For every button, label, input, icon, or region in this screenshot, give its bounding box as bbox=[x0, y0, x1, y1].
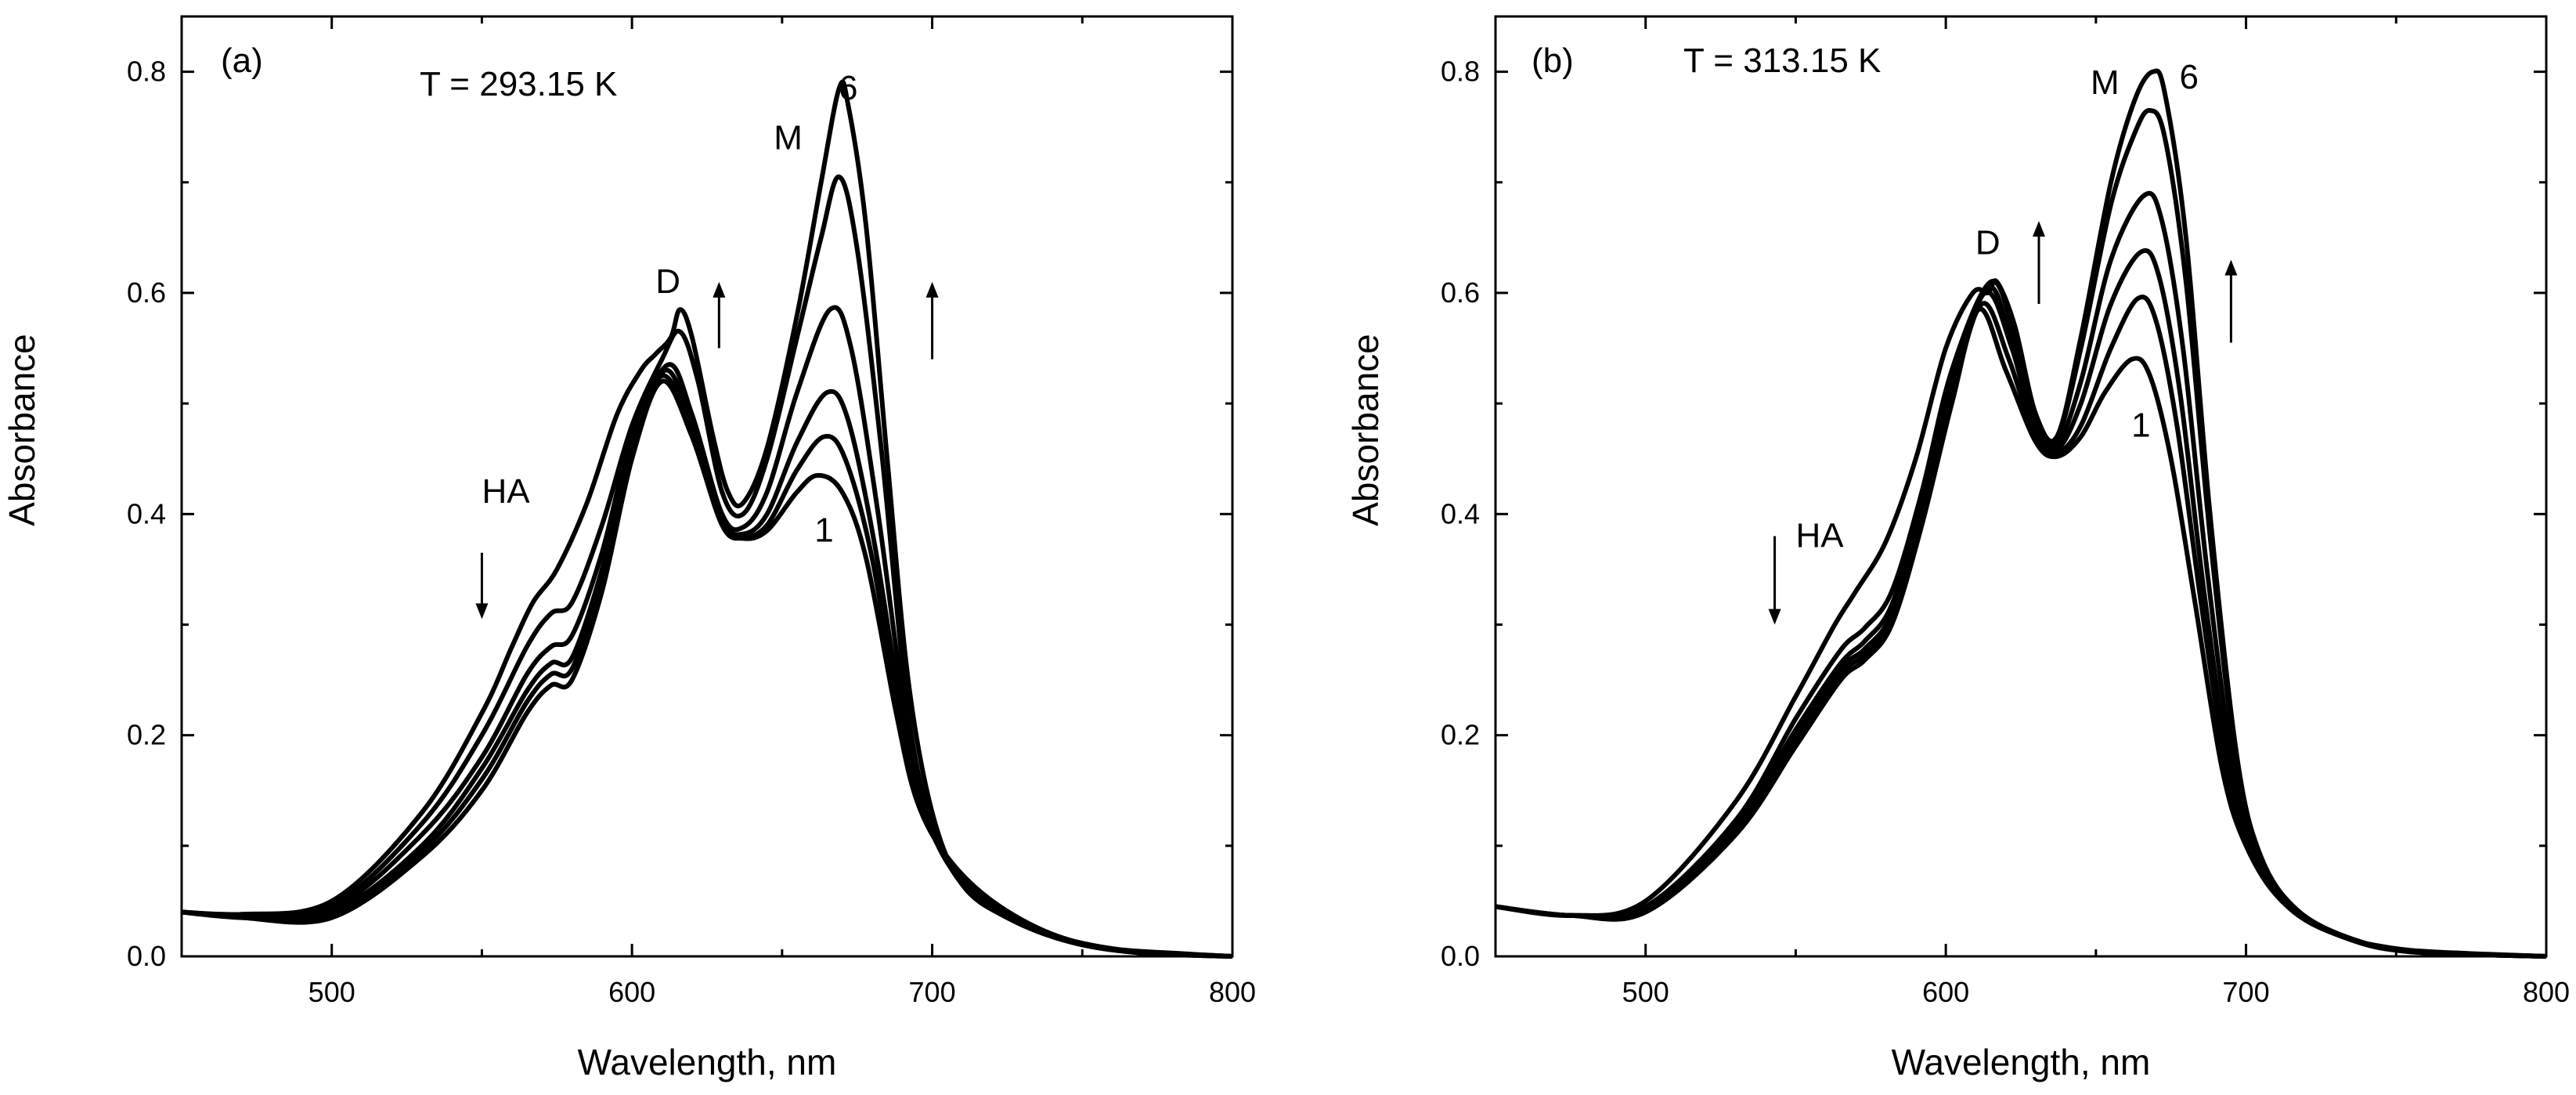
arrow-down bbox=[1768, 536, 1781, 625]
annotation-label: HA bbox=[482, 472, 531, 511]
arrow-up bbox=[2033, 221, 2046, 305]
spectra-curves bbox=[181, 79, 1233, 959]
temperature-label: T = 313.15 K bbox=[1683, 42, 1881, 80]
spectrum-curve-6 bbox=[1495, 68, 2547, 959]
arrow-down bbox=[475, 552, 489, 620]
chart-panel-b: 500 600 700 800 0.0 0.2 0.4 0.6 0.8 D M 6 HA 1 (b) T… bbox=[1345, 15, 2570, 1082]
temperature-label: T = 293.15 K bbox=[420, 65, 617, 103]
trend-arrows bbox=[475, 281, 939, 620]
y-tick-label: 0.2 bbox=[1441, 719, 1480, 751]
x-axis-title: Wavelength, nm bbox=[1892, 1042, 2151, 1082]
spectrum-curve-2 bbox=[1495, 295, 2547, 959]
tick-labels: 500 600 700 800 0.0 0.2 0.4 0.6 0.8 bbox=[127, 56, 1256, 1008]
arrow-up bbox=[2224, 259, 2238, 343]
spectrum-curve-3 bbox=[1495, 248, 2547, 959]
plot-frame bbox=[180, 15, 1234, 958]
axis-ticks bbox=[1494, 16, 2548, 958]
annotation-label: 1 bbox=[2131, 406, 2150, 444]
curve-annotations: D M 6 HA 1 bbox=[1796, 58, 2199, 555]
panel-label: (a) bbox=[221, 42, 263, 80]
annotation-label: M bbox=[774, 118, 803, 157]
spectrum-curve-1 bbox=[1495, 306, 2547, 959]
y-axis-title: Absorbance bbox=[2, 334, 42, 526]
spectra-curves bbox=[1495, 68, 2547, 959]
chart-panel-a: 500 600 700 800 0.0 0.2 0.4 0.6 0.8 D M6 HA 1 (a) T… bbox=[2, 15, 1256, 1082]
annotation-label: 1 bbox=[814, 511, 833, 550]
x-tick-label: 500 bbox=[308, 976, 355, 1008]
y-tick-label: 0.6 bbox=[1441, 276, 1480, 309]
y-tick-label: 0.4 bbox=[1441, 497, 1480, 529]
panel-label: (b) bbox=[1532, 42, 1574, 80]
annotation-label: D bbox=[1975, 224, 2001, 262]
y-tick-label: 0.4 bbox=[127, 497, 166, 529]
trend-arrows bbox=[1768, 221, 2238, 625]
x-tick-label: 800 bbox=[1209, 976, 1256, 1008]
spectrum-curve-5 bbox=[181, 174, 1233, 959]
y-tick-label: 0.2 bbox=[127, 719, 166, 751]
tick-labels: 500 600 700 800 0.0 0.2 0.4 0.6 0.8 bbox=[1441, 56, 2570, 1008]
spectrum-curve-4 bbox=[1495, 190, 2547, 959]
x-tick-label: 700 bbox=[2223, 976, 2270, 1008]
y-tick-label: 0.8 bbox=[1441, 56, 1480, 88]
arrow-up bbox=[925, 281, 939, 360]
annotation-label: HA bbox=[1796, 517, 1845, 555]
plot-frame bbox=[1494, 15, 2548, 958]
x-tick-label: 700 bbox=[909, 976, 956, 1008]
annotation-label: M bbox=[2091, 63, 2120, 102]
spectrum-curve-6 bbox=[181, 79, 1233, 959]
annotation-label: D bbox=[655, 262, 680, 301]
arrow-up bbox=[713, 281, 726, 349]
x-tick-label: 600 bbox=[1922, 976, 1969, 1008]
y-tick-label: 0.6 bbox=[127, 276, 166, 309]
y-tick-label: 0.0 bbox=[127, 940, 166, 972]
x-tick-label: 500 bbox=[1622, 976, 1669, 1008]
annotation-label: 6 bbox=[2179, 58, 2198, 96]
y-tick-label: 0.0 bbox=[1441, 940, 1480, 972]
y-axis-title: Absorbance bbox=[1345, 334, 1386, 526]
curve-annotations: D M6 HA 1 bbox=[482, 69, 858, 550]
x-axis-title: Wavelength, nm bbox=[578, 1042, 837, 1082]
spectrum-curve-5 bbox=[1495, 107, 2547, 959]
x-tick-label: 800 bbox=[2523, 976, 2570, 1008]
x-tick-label: 600 bbox=[608, 976, 655, 1008]
y-tick-label: 0.8 bbox=[127, 56, 166, 88]
annotation-label: 6 bbox=[839, 69, 857, 107]
axis-ticks bbox=[180, 16, 1234, 958]
